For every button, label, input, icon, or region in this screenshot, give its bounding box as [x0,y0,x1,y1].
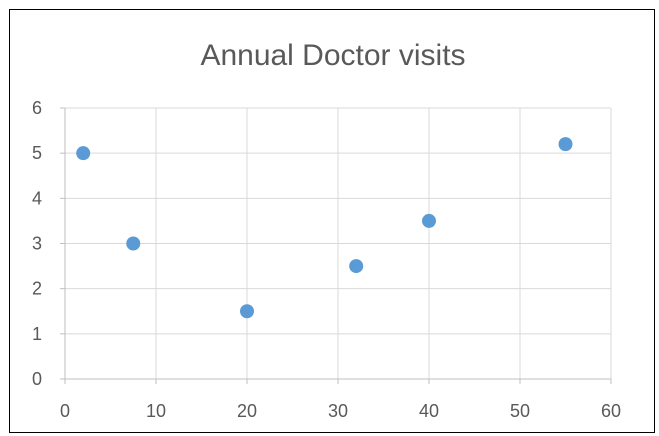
y-tick-labels: 0 1 2 3 4 5 6 [32,98,42,389]
data-points [76,137,573,319]
x-tick-label: 0 [60,401,70,421]
y-tick-label: 6 [32,98,42,118]
x-tick-label: 30 [328,401,348,421]
chart-title: Annual Doctor visits [200,39,465,72]
y-tick-label: 2 [32,279,42,299]
data-point [349,259,364,274]
x-tick-label: 20 [237,401,257,421]
x-tick-label: 60 [601,401,621,421]
data-point [558,137,573,152]
axes [60,107,612,384]
data-point [422,213,436,228]
x-tick-label: 40 [419,401,439,421]
y-tick-label: 4 [32,188,42,208]
data-point [126,236,141,251]
y-tick-label: 5 [32,143,42,163]
chart-frame [9,9,655,433]
y-tick-label: 3 [32,234,42,254]
x-tick-label: 10 [146,401,166,421]
x-tick-labels: 0 10 20 30 40 50 60 [60,401,621,421]
data-point [76,146,91,161]
gridlines [65,107,612,379]
data-point [240,304,254,319]
x-tick-label: 50 [510,401,530,421]
y-tick-label: 0 [32,369,42,389]
y-tick-label: 1 [32,324,42,344]
